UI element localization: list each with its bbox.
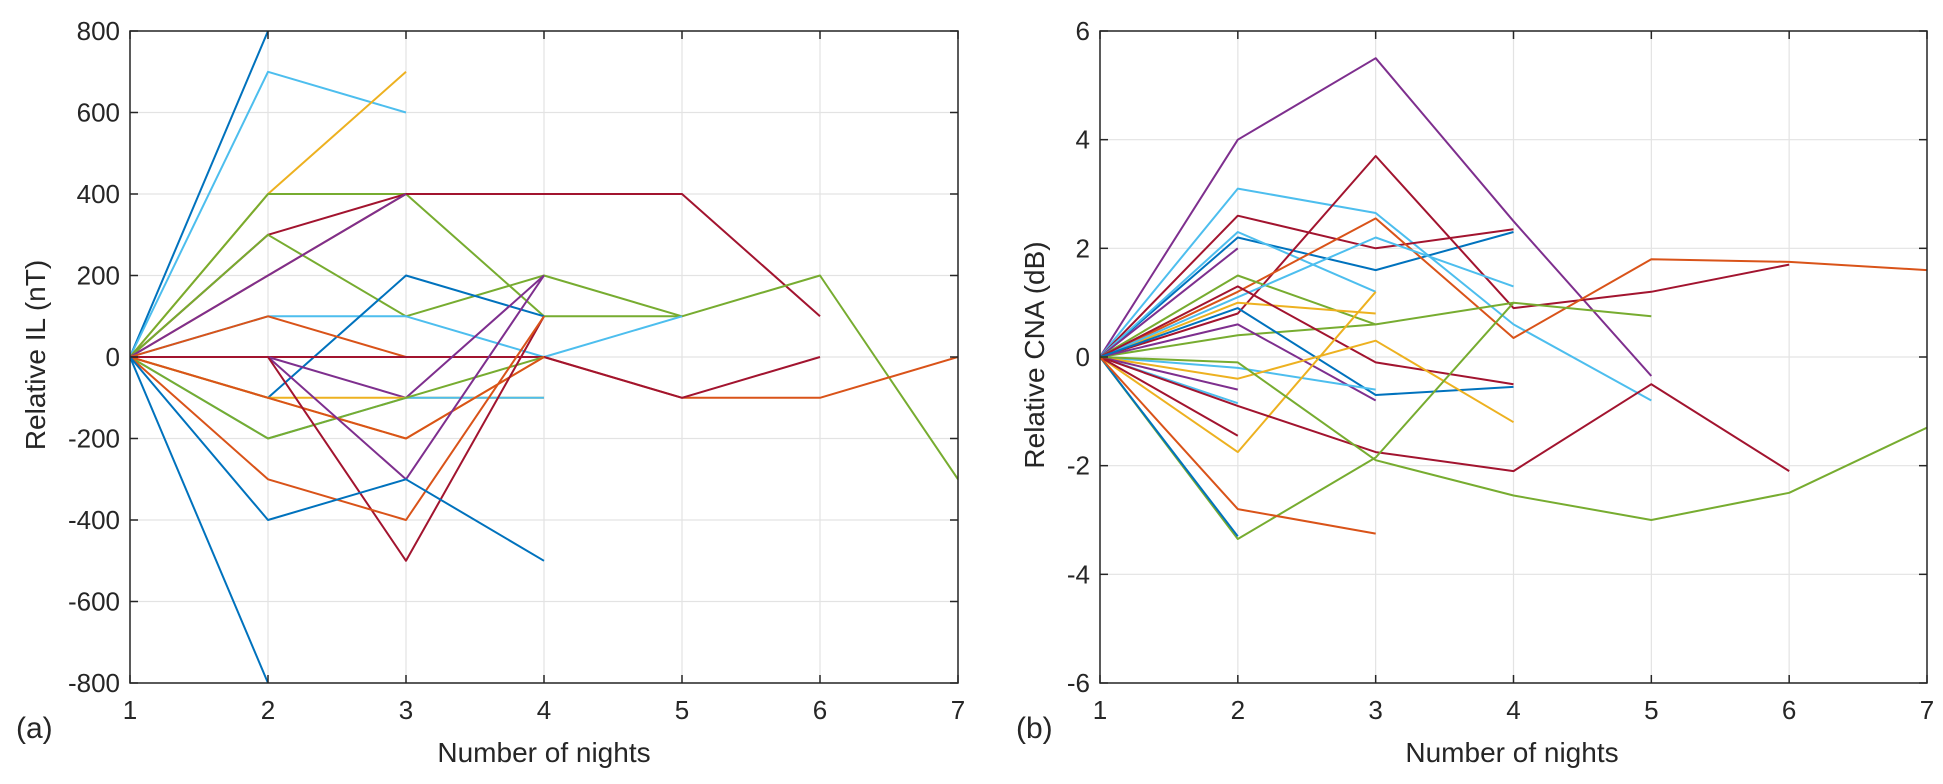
panel-a-x-tick-label: 5 (675, 695, 689, 725)
panel-a-y-tick-label: -600 (68, 587, 120, 617)
panel-b-y-tick-label: 6 (1076, 16, 1090, 46)
panel-b-y-tick-label: 0 (1076, 342, 1090, 372)
panel-b-x-tick-label: 4 (1506, 695, 1520, 725)
panel-b-x-tick-label: 3 (1368, 695, 1382, 725)
panel-a-y-tick-label: 800 (77, 16, 120, 46)
panel-a-label: (a) (16, 712, 53, 745)
panel-a-x-tick-label: 3 (399, 695, 413, 725)
panel-b-series-line-13 (1100, 285, 1514, 386)
panel-b-series-line-20 (1100, 291, 1377, 454)
panel-a-y-tick-label: 400 (77, 179, 120, 209)
panel-b-series-line-2 (1100, 187, 1652, 402)
panel-b-y-tick-label: 2 (1076, 233, 1090, 263)
panel-b-series-line-25 (1100, 356, 1239, 537)
panel-b-series-line-22 (1100, 356, 1790, 473)
panel-b-x-tick-label: 5 (1644, 695, 1658, 725)
panel-a-y-tick-label: -400 (68, 505, 120, 535)
panel-b-series-line-3 (1100, 214, 1514, 358)
panel-b-chart: (b) Number of nights Relative CNA (dB) 1… (1016, 16, 1934, 768)
panel-a-x-tick-label: 4 (537, 695, 551, 725)
panel-a-x-tick-label: 2 (261, 695, 275, 725)
panel-b-x-tick-label: 6 (1782, 695, 1796, 725)
panel-b-x-tick-label: 7 (1920, 695, 1934, 725)
panel-a-y-tick-label: -800 (68, 668, 120, 698)
panel-a-series-line-3 (130, 70, 407, 358)
panel-b-series-line-4 (1100, 231, 1514, 358)
panel-a-series-line-1 (130, 31, 269, 358)
panel-b-series-line-15 (1100, 307, 1514, 396)
panel-b-series-line-12 (1100, 236, 1514, 358)
panel-b-y-tick-label: 4 (1076, 125, 1090, 155)
panel-a-series-line-23 (130, 356, 545, 562)
panel-a-ticks: 1 2 3 4 5 6 7 -800 -600 -400 -200 0 200 400 600 800 (68, 16, 965, 725)
panel-a-series-group (130, 31, 958, 683)
panel-a-x-axis-label: Number of nights (437, 737, 650, 768)
panel-b-series-line-23 (1100, 356, 1927, 521)
panel-a-y-tick-label: -200 (68, 424, 120, 454)
panel-b-x-tick-label: 2 (1231, 695, 1245, 725)
panel-a-y-tick-label: 0 (106, 342, 120, 372)
panel-a-y-tick-label: 600 (77, 98, 120, 128)
panel-b-series-line-11 (1100, 301, 1376, 358)
panel-a-x-tick-label: 7 (951, 695, 965, 725)
panel-b-x-axis-label: Number of nights (1405, 737, 1618, 768)
panel-a-x-tick-label: 6 (813, 695, 827, 725)
panel-b-y-axis-label: Relative CNA (dB) (1019, 241, 1050, 468)
panel-b-y-tick-label: -2 (1067, 451, 1090, 481)
panel-a-x-tick-label: 1 (123, 695, 137, 725)
panel-b-y-tick-label: -6 (1067, 668, 1090, 698)
panel-a-y-tick-label: 200 (77, 261, 120, 291)
panel-a-y-axis-label: Relative IL (nT) (20, 260, 51, 450)
panel-a-series-line-9 (130, 193, 407, 358)
panel-b-series-line-5 (1100, 231, 1377, 358)
panel-b-series-line-10 (1100, 274, 1377, 358)
panel-b-series-line-19 (1100, 356, 1239, 391)
panel-b-x-tick-label: 1 (1093, 695, 1107, 725)
panel-b-series-line-1 (1100, 57, 1653, 377)
panel-b-series-line-6 (1100, 247, 1239, 358)
panel-a-series-line-2 (130, 356, 269, 683)
panel-b-y-tick-label: -4 (1067, 559, 1090, 589)
panel-b-label: (b) (1016, 712, 1053, 745)
panel-b-series-line-7 (1100, 155, 1790, 358)
panel-b-series-line-16 (1100, 356, 1376, 391)
panel-a-chart: (a) Number of nights Relative IL (nT) 1 2… (16, 16, 965, 768)
panel-b-series-line-21 (1100, 356, 1239, 437)
panel-b-ticks: 1 2 3 4 5 6 7 -6 -4 -2 0 2 4 6 (1067, 16, 1934, 725)
panel-b-series-line-8 (1100, 217, 1927, 358)
panel-b-series-line-26 (1100, 356, 1376, 535)
panel-a-series-line-21 (130, 315, 545, 562)
panel-b-series-group (1100, 57, 1927, 540)
panel-b-series-line-14 (1100, 323, 1377, 402)
